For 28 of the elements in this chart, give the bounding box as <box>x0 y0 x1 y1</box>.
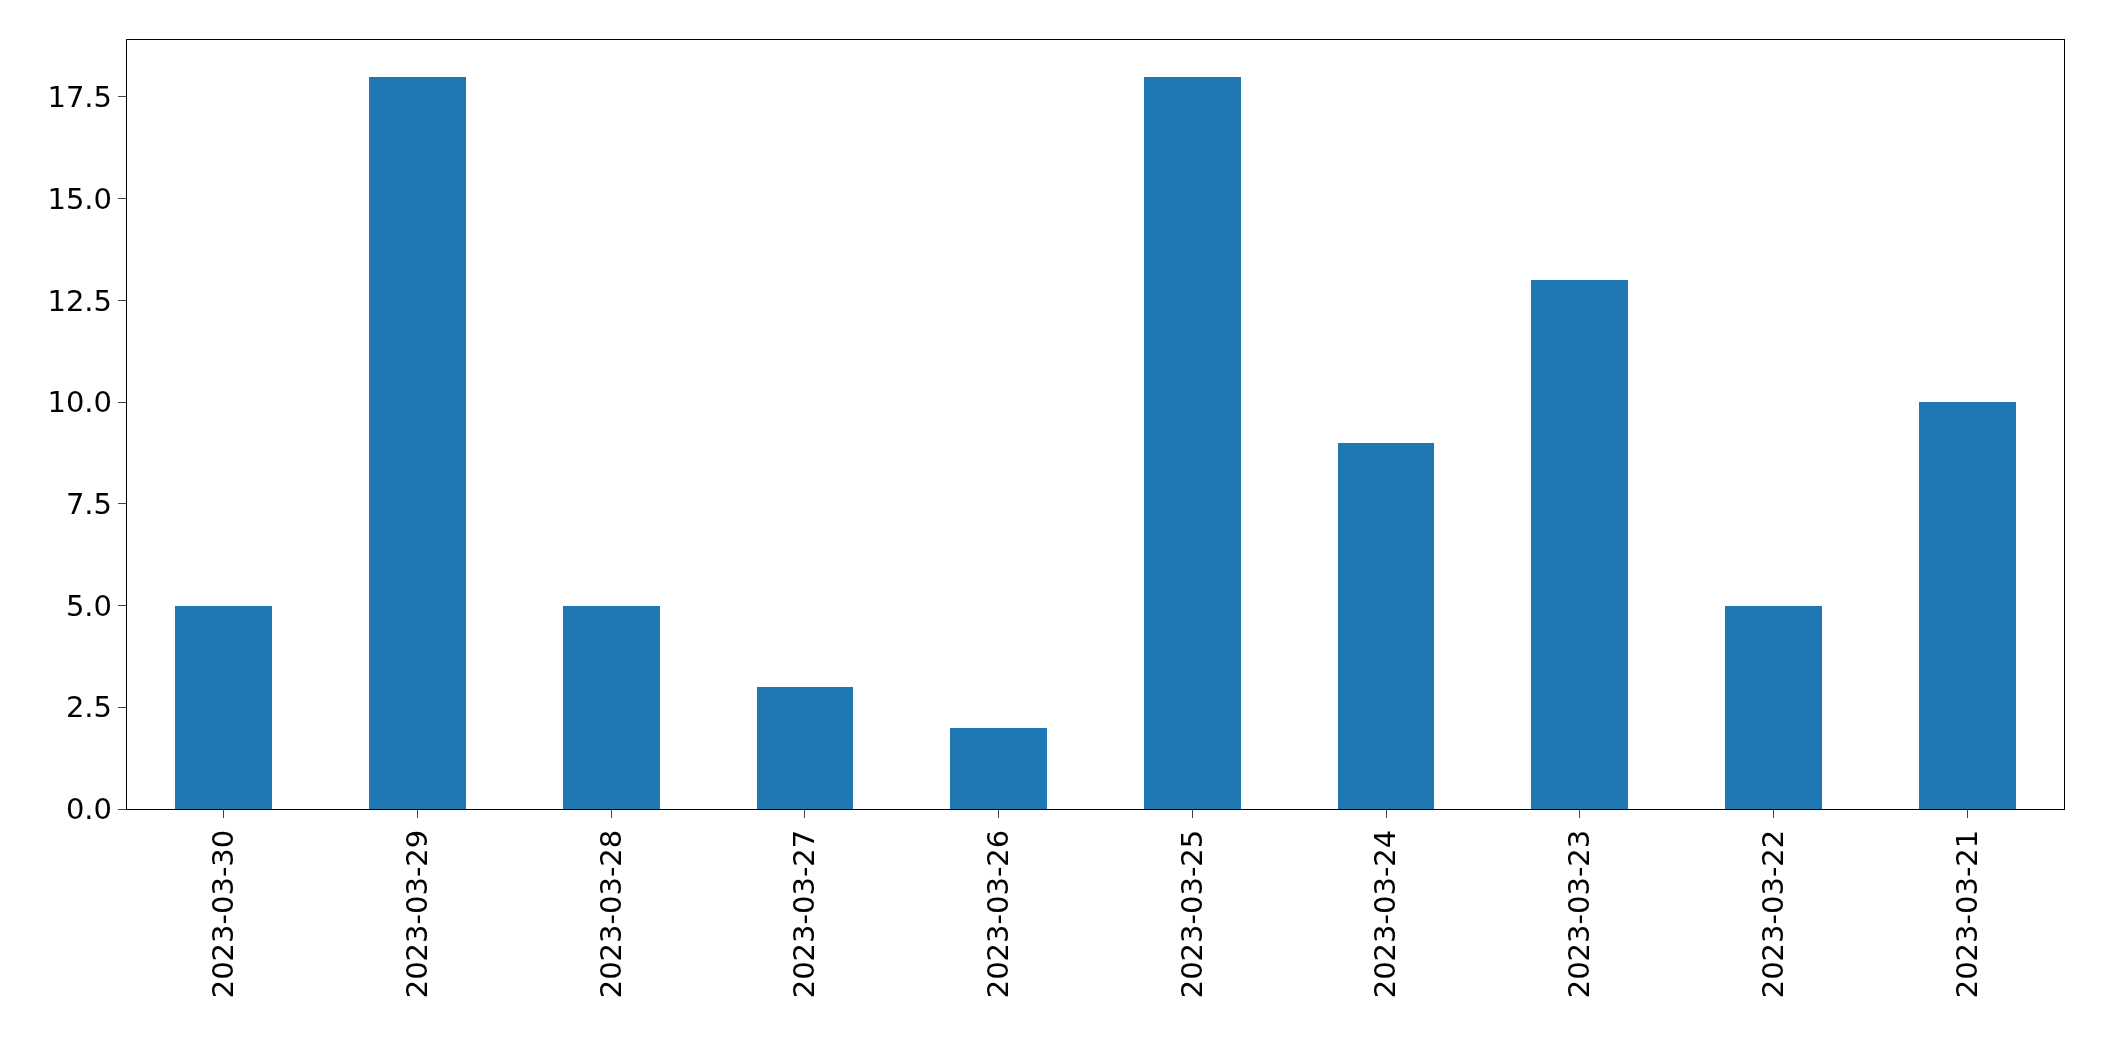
bar <box>1144 77 1241 809</box>
y-tick-label: 2.5 <box>65 690 113 725</box>
bar <box>1725 606 1822 809</box>
bar <box>175 606 272 809</box>
x-tick-label: 2023-03-27 <box>787 829 822 999</box>
x-tick-label: 2023-03-29 <box>399 829 434 999</box>
y-tick-label: 17.5 <box>47 80 113 115</box>
bar <box>369 77 466 809</box>
bar <box>1919 402 2016 809</box>
bar <box>950 728 1047 809</box>
bar <box>1338 443 1434 809</box>
x-tick-label: 2023-03-23 <box>1562 829 1597 999</box>
x-tick-label: 2023-03-26 <box>981 829 1016 999</box>
x-tick-label: 2023-03-25 <box>1174 829 1209 999</box>
bar <box>1531 280 1628 809</box>
bar <box>757 687 853 809</box>
y-tick-label: 0.0 <box>65 792 113 827</box>
y-tick-label: 12.5 <box>47 283 113 318</box>
x-tick-label: 2023-03-30 <box>206 829 241 999</box>
y-tick-label: 5.0 <box>65 588 113 623</box>
y-tick-label: 15.0 <box>47 181 113 216</box>
x-tick-label: 2023-03-28 <box>593 829 628 999</box>
bar <box>563 606 660 809</box>
x-tick-label: 2023-03-21 <box>1949 829 1984 999</box>
x-tick-label: 2023-03-22 <box>1755 829 1790 999</box>
y-tick-label: 7.5 <box>65 486 113 521</box>
y-tick-label: 10.0 <box>47 385 113 420</box>
x-tick-label: 2023-03-24 <box>1368 829 1403 999</box>
